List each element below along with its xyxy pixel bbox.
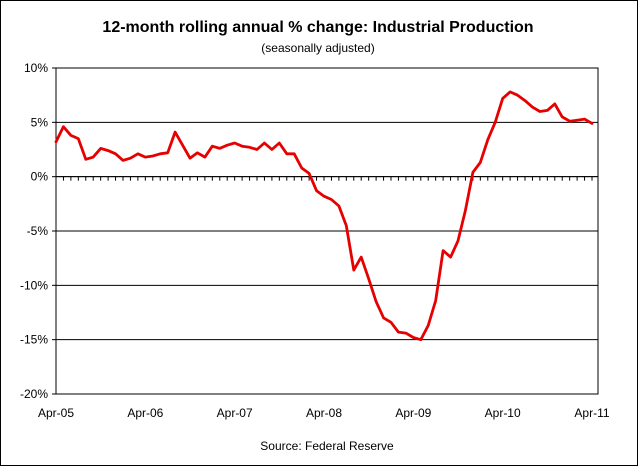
x-tick-label: Apr-09 — [395, 406, 431, 420]
x-tick-labels: Apr-05 Apr-06 Apr-07 Apr-08 Apr-09 Apr-10 Apr-… — [38, 406, 610, 420]
series-layer — [54, 90, 594, 342]
chart-subtitle: (seasonally adjusted) — [261, 41, 374, 55]
y-tick-label: -15% — [20, 333, 48, 347]
gridlines — [56, 67, 598, 395]
chart-title: 12-month rolling annual % change: Indust… — [102, 19, 533, 36]
x-tick-label: Apr-10 — [485, 406, 521, 420]
y-tick-label: 5% — [31, 115, 49, 129]
y-tick-label: -10% — [20, 278, 48, 292]
y-tick-labels: 10% 5% 0% -5% -10% -15% -20% — [20, 61, 48, 401]
y-tick-label: -20% — [20, 387, 48, 401]
series-line-industrial-production — [54, 90, 594, 342]
y-tick-label: 0% — [31, 170, 49, 184]
plot-area-border — [55, 67, 599, 395]
axes — [52, 67, 599, 395]
y-tick-label: -5% — [27, 224, 49, 238]
source-note: Source: Federal Reserve — [260, 439, 394, 453]
x-tick-label: Apr-11 — [574, 406, 609, 420]
y-tick-label: 10% — [24, 61, 48, 75]
x-tick-label: Apr-06 — [127, 406, 163, 420]
x-tick-label: Apr-07 — [217, 406, 253, 420]
x-tick-label: Apr-05 — [38, 406, 74, 420]
x-tick-label: Apr-08 — [306, 406, 342, 420]
